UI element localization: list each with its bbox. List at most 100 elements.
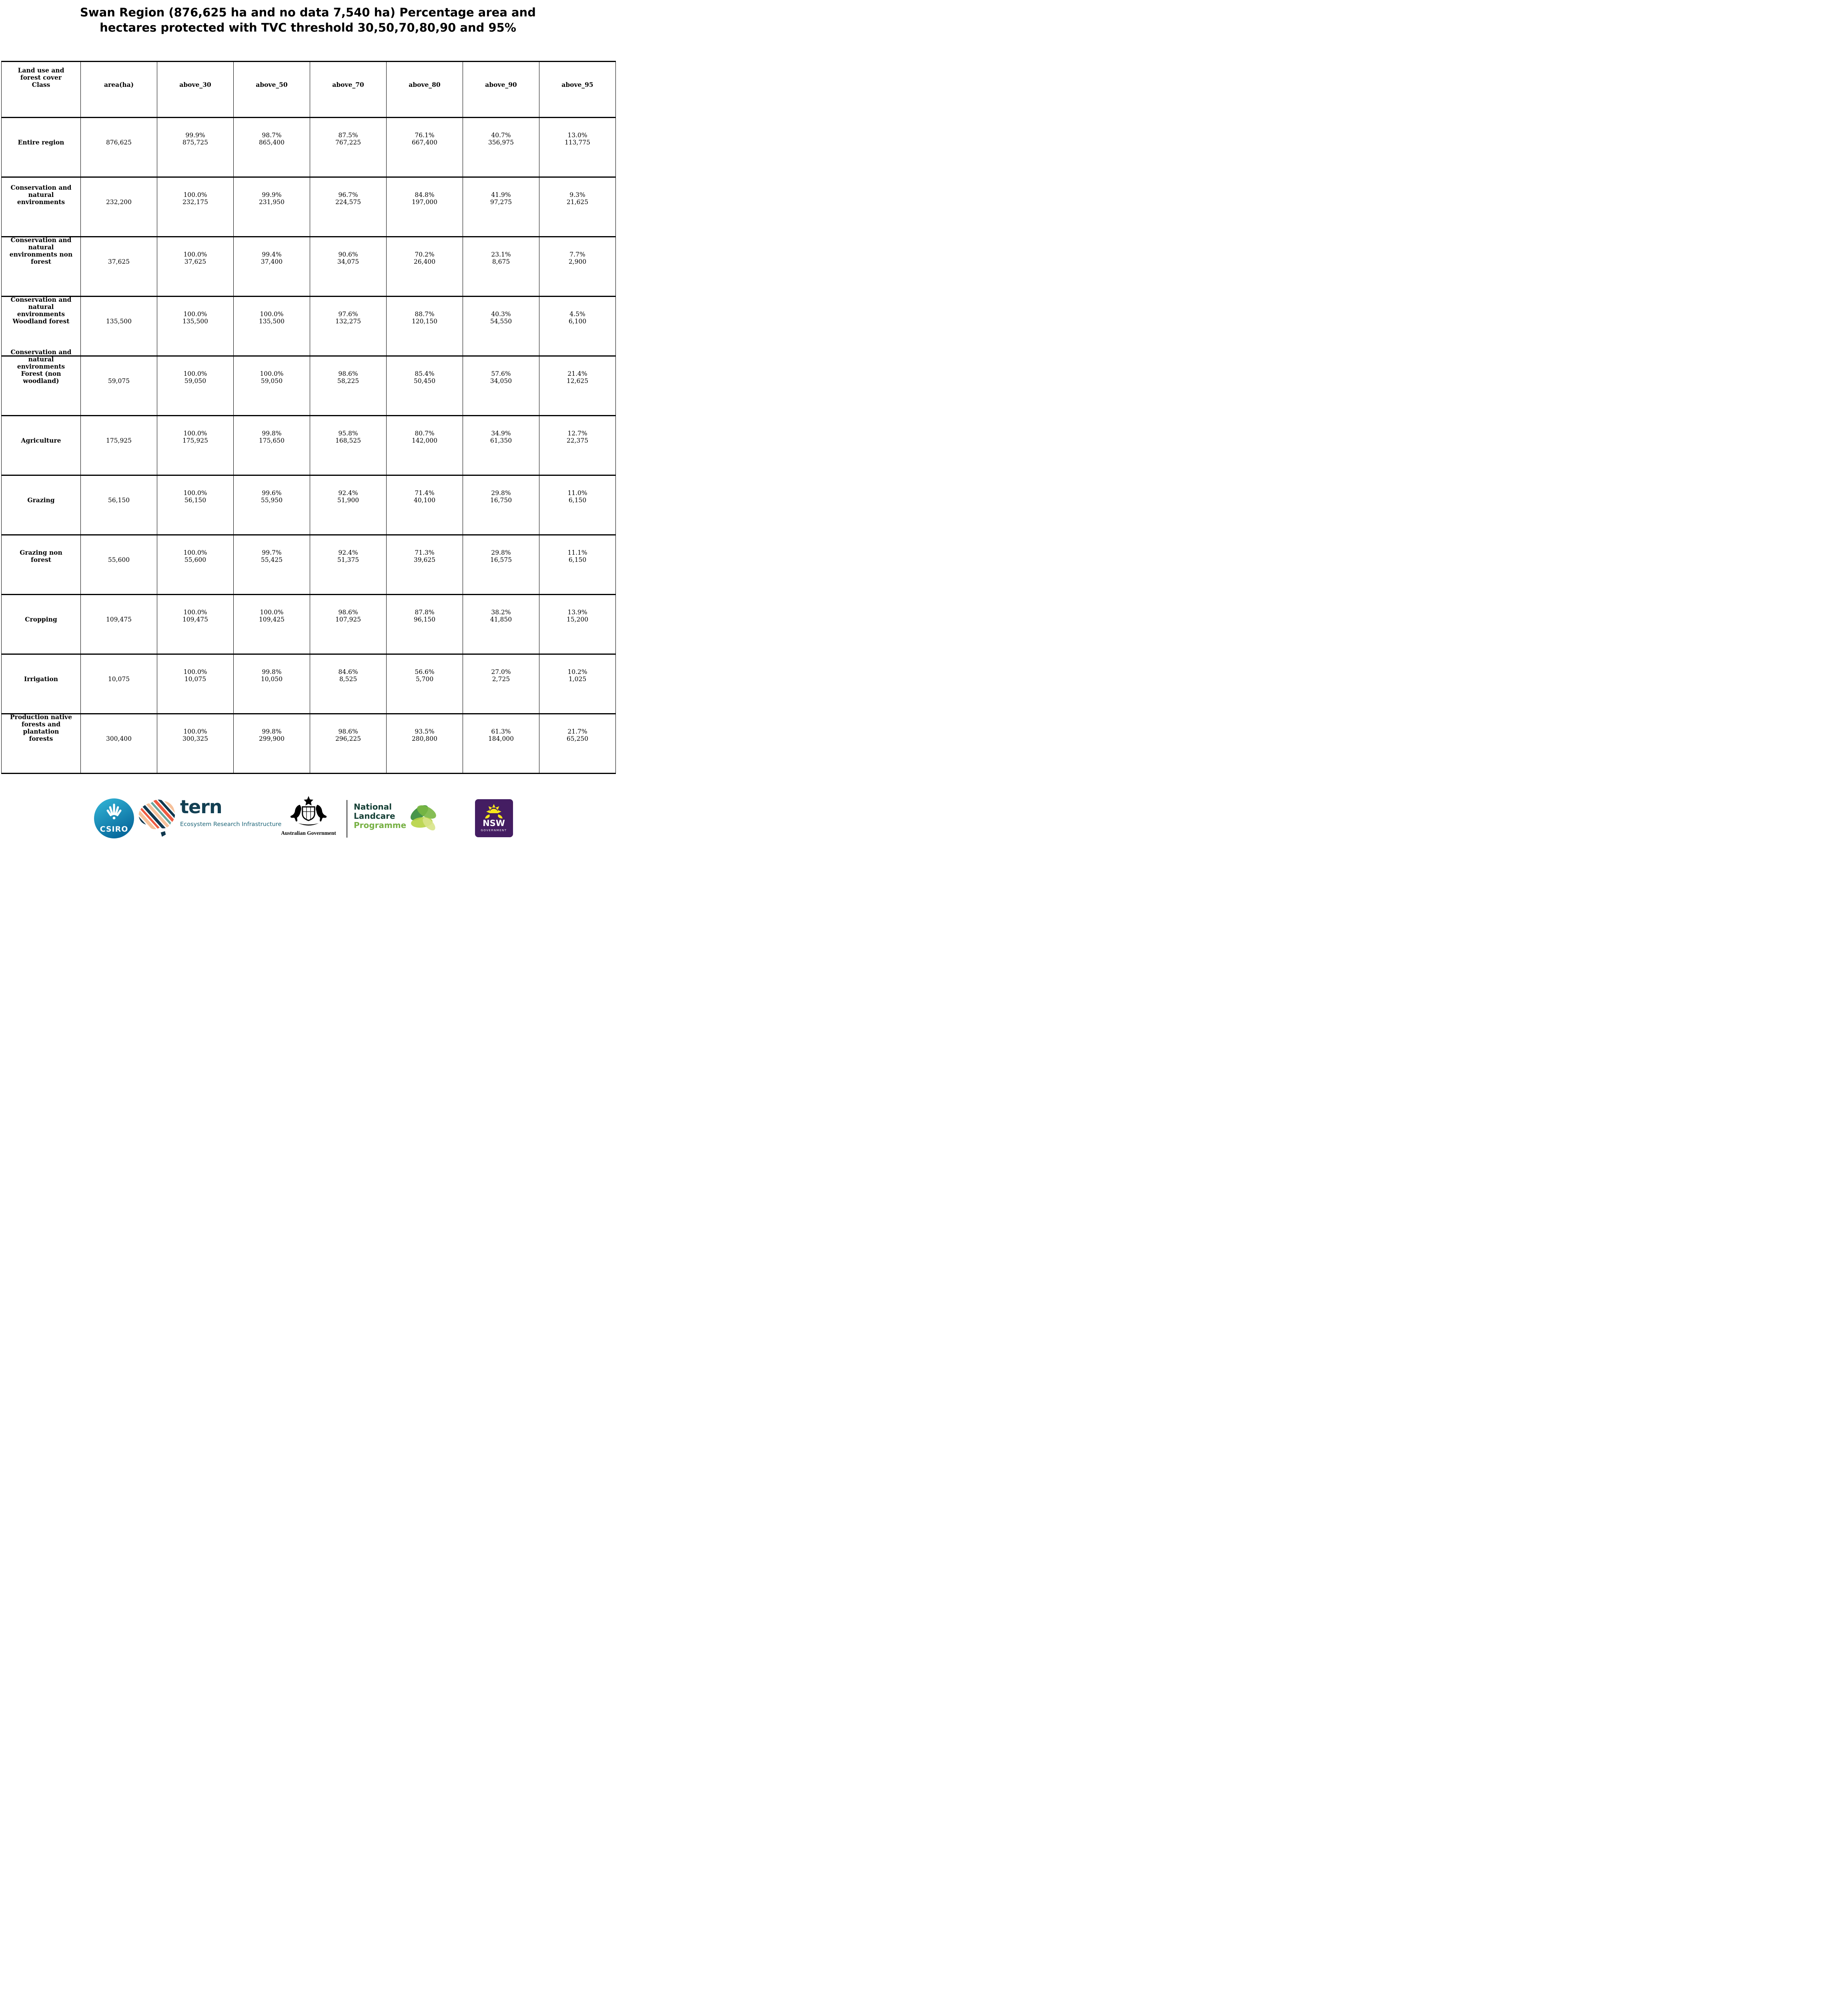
threshold-cell: 41.9% 97,275 [463,176,539,237]
threshold-cell: 21.4% 12,625 [539,355,616,416]
column-header: above_90 [463,61,539,118]
percent-value: 80.7% [415,430,435,437]
tern-wordmark: tern [180,796,222,818]
column-header-label: above_90 [485,80,517,88]
table-row: Entire region 876,625 99.9% 875,725 98.7% 865… [1,117,616,178]
threshold-value: 40.7% 356,975 [463,132,539,146]
hectares-value: 296,225 [335,735,361,743]
threshold-value: 95.8% 168,525 [310,430,386,444]
row-label: Agriculture [21,437,61,445]
landcare-line3: Programme [354,820,407,830]
threshold-cell: 100.0% 175,925 [157,415,234,476]
hectares-value: 50,450 [413,377,436,385]
threshold-value: 100.0% 232,175 [157,191,233,206]
row-label-cell: Grazing non forest [1,534,81,595]
percent-value: 61.3% [491,728,511,736]
row-label: Conservation and natural environments no… [9,236,73,266]
threshold-cell: 99.8% 175,650 [233,415,310,476]
csiro-logo: CSIRO [94,798,134,838]
threshold-value: 56.6% 5,700 [387,668,463,683]
row-label-cell: Production native forests and plantation… [1,713,81,774]
data-table: Land use and forest cover Class area(ha) a… [1,61,616,774]
percent-value: 84.8% [415,191,435,199]
threshold-value: 99.8% 175,650 [234,430,310,444]
hectares-value: 40,100 [413,497,436,504]
percent-value: 99.9% [262,191,282,199]
threshold-value: 71.3% 39,625 [387,549,463,563]
threshold-cell: 100.0% 109,425 [233,594,310,655]
threshold-cell: 56.6% 5,700 [386,654,463,714]
hectares-value: 865,400 [259,139,285,146]
threshold-value: 99.8% 299,900 [234,728,310,742]
threshold-cell: 84.6% 8,525 [310,654,387,714]
threshold-value: 38.2% 41,850 [463,609,539,623]
percent-value: 93.5% [415,728,435,736]
hectares-value: 41,850 [490,616,512,624]
threshold-value: 90.6% 34,075 [310,251,386,265]
percent-value: 100.0% [260,311,284,318]
threshold-cell: 21.7% 65,250 [539,713,616,774]
threshold-cell: 93.5% 280,800 [386,713,463,774]
area-value: 109,475 [106,616,132,624]
landcare-logo: National Landcare Programme [354,802,406,830]
percent-value: 99.8% [262,668,282,676]
threshold-cell: 100.0% 10,075 [157,654,234,714]
hectares-value: 22,375 [566,437,589,445]
hectares-value: 175,925 [182,437,208,445]
table-row: Cropping 109,475 100.0% 109,475 100.0% 109,42… [1,594,616,655]
hectares-value: 34,075 [337,258,359,266]
threshold-cell: 10.2% 1,025 [539,654,616,714]
percent-value: 34.9% [491,430,511,437]
threshold-cell: 99.9% 875,725 [157,117,234,178]
hectares-value: 184,000 [488,735,514,743]
threshold-value: 88.7% 120,150 [387,311,463,325]
threshold-value: 80.7% 142,000 [387,430,463,444]
table-row: Conservation and natural environments Fo… [1,349,616,416]
table-row: Grazing 56,150 100.0% 56,150 99.6% 55,950 92.4… [1,475,616,535]
threshold-value: 87.8% 96,150 [387,609,463,623]
hectares-value: 6,150 [568,556,587,564]
hectares-value: 120,150 [411,318,438,325]
hectares-value: 21,625 [566,198,589,206]
threshold-value: 98.6% 58,225 [310,370,386,385]
threshold-cell: 61.3% 184,000 [463,713,539,774]
hectares-value: 55,425 [261,556,283,564]
threshold-cell: 100.0% 232,175 [157,176,234,237]
hectares-value: 300,325 [182,735,208,743]
row-label: Conservation and natural environments [10,184,72,206]
percent-value: 13.9% [567,609,587,616]
landcare-leaves-icon [406,798,440,838]
threshold-cell: 100.0% 59,050 [157,355,234,416]
threshold-value: 92.4% 51,375 [310,549,386,563]
threshold-cell: 9.3% 21,625 [539,176,616,237]
table-row: Conservation and natural environments 232… [1,176,616,237]
threshold-value: 27.0% 2,725 [463,668,539,683]
threshold-value: 10.2% 1,025 [539,668,615,683]
threshold-value: 29.8% 16,750 [463,489,539,504]
australian-government-logo: Australian Government [275,796,342,836]
threshold-value: 13.9% 15,200 [539,609,615,623]
hectares-value: 10,050 [261,676,283,683]
nsw-label: NSW [483,818,505,828]
hectares-value: 2,725 [492,676,510,683]
percent-value: 87.8% [415,609,435,616]
percent-value: 29.8% [491,549,511,557]
percent-value: 92.4% [338,549,358,557]
area-cell: 37,625 [80,236,157,297]
threshold-cell: 99.6% 55,950 [233,475,310,535]
column-header-label: above_80 [409,80,441,88]
hectares-value: 16,750 [490,497,512,504]
percent-value: 13.0% [567,132,587,139]
threshold-value: 7.7% 2,900 [539,251,615,265]
threshold-cell: 100.0% 59,050 [233,355,310,416]
hectares-value: 56,150 [184,497,206,504]
hectares-value: 97,275 [490,198,512,206]
table-row: Production native forests and plantation… [1,713,616,774]
column-header-label: above_30 [179,80,211,88]
threshold-value: 93.5% 280,800 [387,728,463,742]
threshold-value: 87.5% 767,225 [310,132,386,146]
percent-value: 10.2% [567,668,587,676]
table-row: Conservation and natural environments Wo… [1,296,616,357]
area-cell: 175,925 [80,415,157,476]
percent-value: 95.8% [338,430,358,437]
